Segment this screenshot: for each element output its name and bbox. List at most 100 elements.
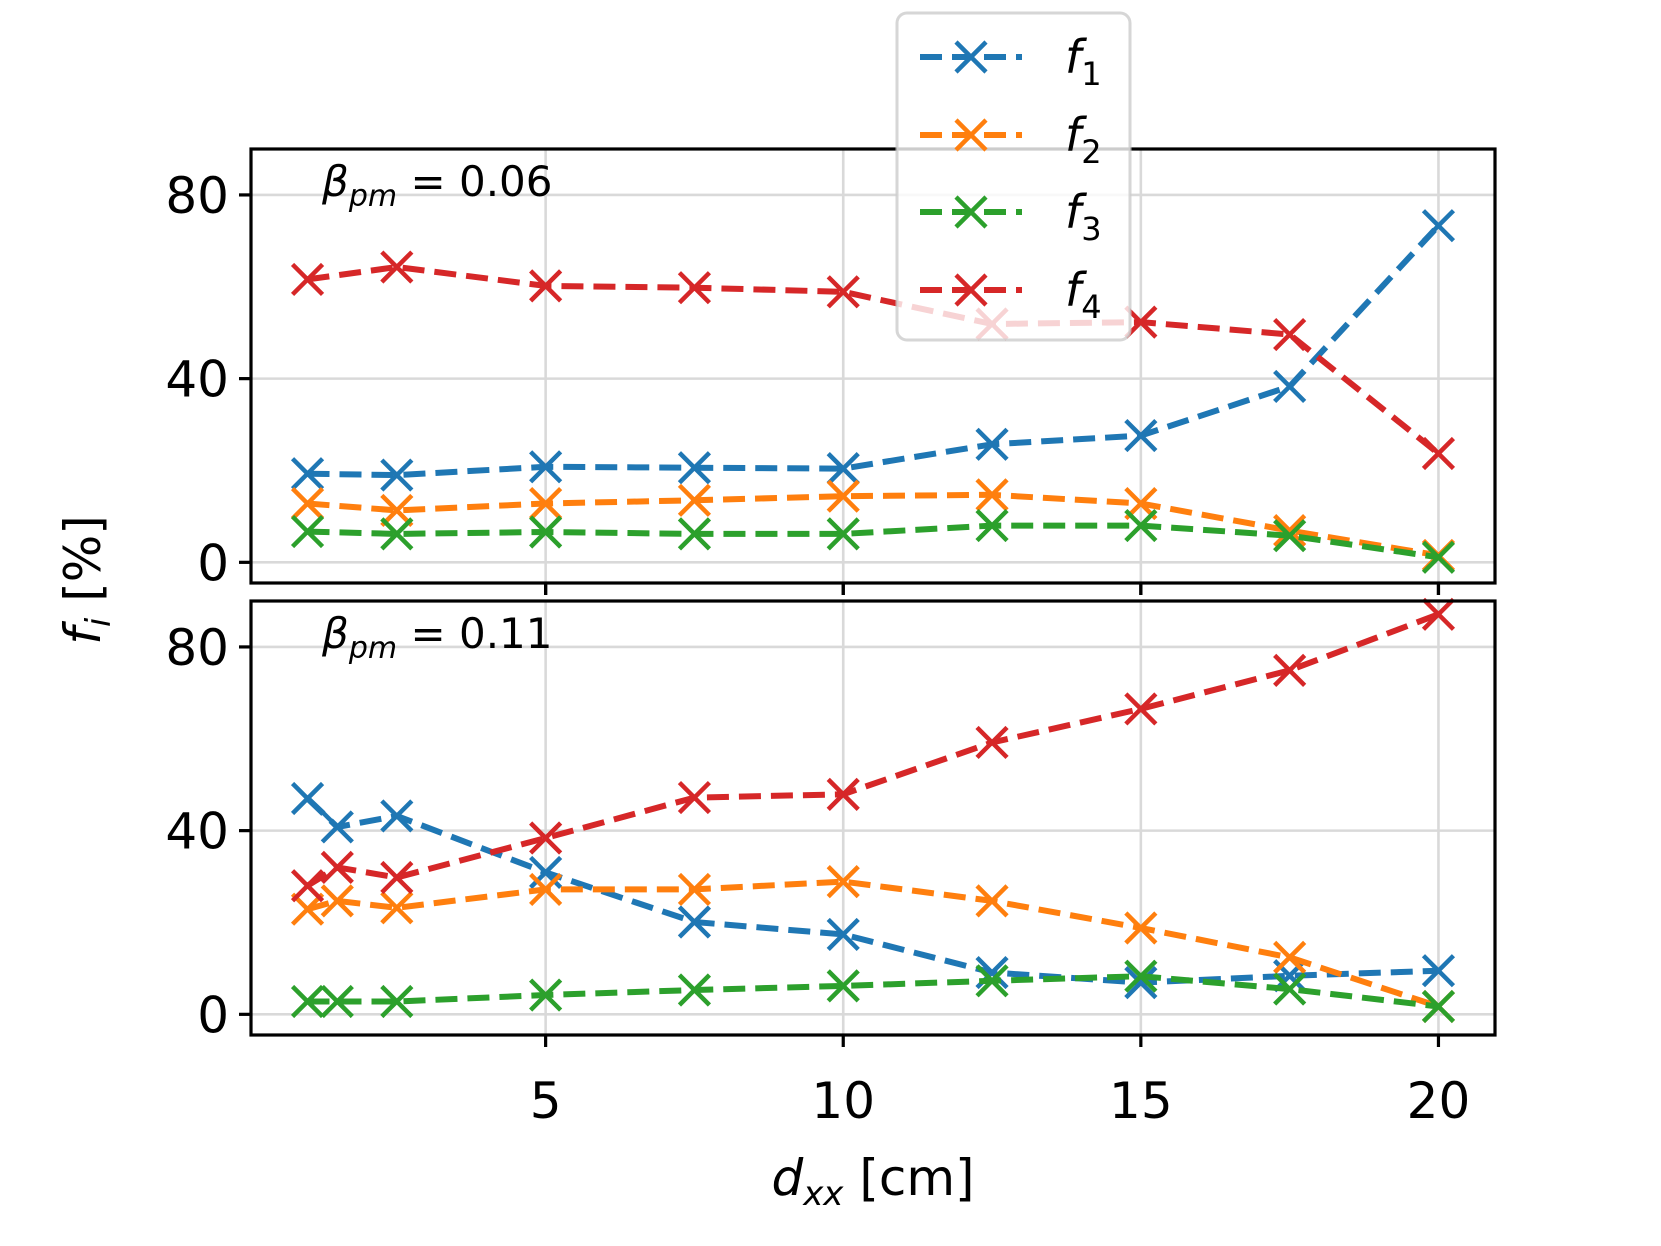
- top-marker-f2-10: [826, 479, 860, 513]
- y-axis-label-sub: i: [79, 617, 119, 627]
- bottom-series: [290, 597, 1456, 1024]
- top-series-f2: [290, 478, 1456, 573]
- bottom-y-tick-label-40: 40: [165, 803, 229, 861]
- legend-marker-f4: [954, 273, 988, 307]
- x-tick-label-15: 15: [1109, 1072, 1173, 1130]
- bottom-line-f2: [306, 878, 1440, 1010]
- bottom-marker-f4-17.5: [1273, 653, 1307, 687]
- top-annotation-subscript: pm: [348, 179, 397, 214]
- panel-top: 0 40 80 βpm = 0.06: [165, 147, 1497, 595]
- top-marker-f2-12.5: [975, 478, 1009, 512]
- bottom-marker-f2-5: [529, 872, 563, 907]
- top-marker-f1-15: [1124, 418, 1158, 453]
- top-marker-f1-5: [529, 450, 563, 484]
- bottom-marker-f2-1.5: [320, 884, 354, 918]
- top-marker-f4-10: [826, 275, 860, 309]
- bottom-axes-frame: [249, 599, 1497, 1037]
- x-axis-label-var: d: [771, 1149, 803, 1207]
- top-marker-f1-1: [290, 457, 325, 491]
- bottom-marker-f4-15: [1124, 692, 1158, 726]
- top-ticks: 0 40 80: [165, 167, 1441, 595]
- x-tick-label-5: 5: [530, 1072, 562, 1130]
- bottom-marker-f2-10: [826, 865, 860, 899]
- top-marker-f3-12.5: [975, 509, 1009, 543]
- bottom-marker-f4-1: [290, 869, 325, 903]
- bottom-line-f1: [305, 796, 1439, 986]
- bottom-y-tick-label-0: 0: [197, 986, 229, 1044]
- bottom-marker-f1-15: [1124, 966, 1158, 1000]
- x-axis-label-unit: [cm]: [843, 1149, 974, 1207]
- bottom-marker-f3-17.5: [1273, 972, 1307, 1006]
- top-marker-f3-15: [1124, 509, 1158, 543]
- top-y-tick-label-80: 80: [165, 167, 229, 225]
- bottom-marker-f4-7.5: [677, 780, 712, 815]
- top-marker-f3-2.5: [380, 517, 414, 551]
- top-series-f3: [290, 509, 1456, 574]
- bottom-marker-f3-1.5: [320, 984, 354, 1019]
- legend-label-sub: 4: [1081, 288, 1101, 326]
- top-axes-frame: [249, 147, 1497, 585]
- top-marker-f1-20: [1421, 209, 1456, 243]
- top-y-tick-label-0: 0: [197, 534, 229, 592]
- bottom-ticks: 5 10 15 20 0 40 80: [165, 619, 1470, 1130]
- bottom-marker-f2-12.5: [975, 884, 1009, 918]
- bottom-series-f4: [290, 597, 1456, 903]
- bottom-line-f3: [307, 973, 1439, 1010]
- bottom-marker-f4-5: [529, 821, 563, 855]
- bottom-marker-f1-1: [290, 781, 325, 816]
- top-marker-f3-5: [529, 515, 563, 549]
- top-marker-f4-5: [529, 269, 563, 303]
- top-marker-f1-10: [826, 452, 860, 486]
- top-line-f3: [307, 522, 1439, 561]
- bottom-marker-f3-1: [290, 984, 325, 1019]
- bottom-marker-f1-10: [826, 917, 860, 952]
- y-axis-label: fi [%]: [54, 515, 119, 644]
- bottom-series-f2: [290, 865, 1456, 1024]
- top-marker-f2-5: [529, 486, 563, 521]
- bottom-annotation-value: = 0.11: [397, 609, 552, 658]
- legend-box: [895, 11, 1132, 342]
- bottom-y-tick-label-80: 80: [165, 619, 229, 677]
- top-line-f1: [307, 223, 1441, 479]
- top-annotation-symbol: β: [321, 157, 349, 206]
- bottom-marker-f2-1: [290, 892, 325, 926]
- bottom-line-f4: [305, 611, 1440, 889]
- legend-label-sub: 2: [1081, 133, 1101, 171]
- top-marker-f4-17.5: [1273, 317, 1307, 352]
- top-marker-f2-17.5: [1273, 514, 1307, 548]
- bottom-series-f3: [290, 959, 1456, 1024]
- bottom-marker-f3-5: [529, 978, 563, 1012]
- top-marker-f2-7.5: [677, 483, 712, 517]
- bottom-marker-f3-7.5: [677, 973, 712, 1007]
- legend-marker-f1: [954, 40, 988, 74]
- top-marker-f4-20: [1421, 436, 1456, 471]
- legend-label-sub: 3: [1081, 210, 1101, 248]
- top-marker-f3-10: [826, 517, 860, 551]
- top-marker-f3-17.5: [1273, 519, 1307, 553]
- bottom-marker-f2-17.5: [1273, 940, 1307, 974]
- bottom-marker-f2-7.5: [677, 872, 712, 907]
- bottom-marker-f3-10: [826, 969, 860, 1003]
- bottom-marker-f1-20: [1421, 954, 1456, 988]
- legend-marker-f2: [954, 118, 988, 152]
- bottom-marker-f3-12.5: [975, 964, 1009, 998]
- top-marker-f4-1: [290, 262, 325, 297]
- bottom-marker-f1-2.5: [380, 799, 414, 833]
- bottom-marker-f3-20: [1421, 989, 1456, 1024]
- legend-label-sub: 1: [1081, 55, 1101, 93]
- top-marker-f3-7.5: [677, 517, 712, 551]
- top-marker-f1-17.5: [1273, 369, 1307, 404]
- top-series-f1: [290, 209, 1456, 492]
- x-axis-label-sub: xx: [802, 1174, 844, 1214]
- top-annotation: βpm = 0.06: [321, 157, 553, 214]
- top-marker-f3-20: [1421, 540, 1456, 574]
- legend-entry-f3: f3: [920, 185, 1102, 248]
- top-marker-f1-12.5: [975, 427, 1009, 461]
- panel-bottom: 5 10 15 20 0 40 80 βpm = 0.11: [165, 597, 1497, 1130]
- bottom-marker-f1-7.5: [677, 905, 712, 939]
- bottom-marker-f4-12.5: [975, 725, 1009, 760]
- bottom-annotation-symbol: β: [321, 609, 349, 658]
- legend-marker-f3: [954, 195, 988, 229]
